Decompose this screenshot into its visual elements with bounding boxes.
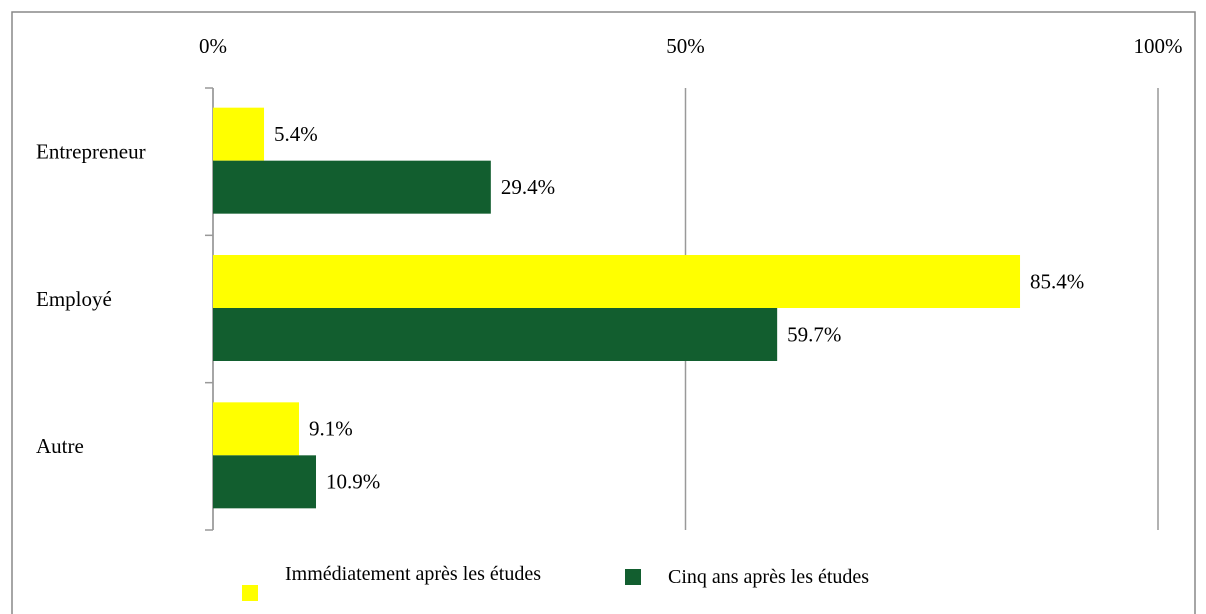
data-label: 5.4% [274, 122, 318, 146]
y-tick-label: Entrepreneur [36, 139, 146, 163]
x-tick-label: 50% [666, 34, 705, 58]
legend-item: Cinq ans après les études [625, 559, 1068, 595]
x-tick-label: 0% [199, 34, 227, 58]
data-label: 59.7% [787, 322, 841, 346]
bar [213, 160, 491, 214]
chart-border [11, 11, 1196, 614]
bar [213, 308, 778, 361]
legend-swatch [242, 585, 258, 601]
data-label: 9.1% [309, 417, 353, 441]
bar [213, 255, 1021, 308]
data-label: 85.4% [1030, 269, 1084, 293]
bar [213, 455, 317, 509]
x-tick-label: 100% [1134, 34, 1183, 58]
y-tick-label: Employé [36, 287, 112, 311]
data-label: 10.9% [326, 470, 380, 494]
y-tick-label: Autre [36, 434, 84, 458]
legend-swatch [625, 569, 641, 585]
data-label: 29.4% [501, 175, 555, 199]
bar [213, 107, 265, 161]
legend-label: Immédiatement après les études [285, 563, 542, 585]
bar [213, 402, 299, 456]
legend-label: Cinq ans après les études [668, 566, 870, 588]
legend-item: Immédiatement après les études [242, 547, 565, 601]
